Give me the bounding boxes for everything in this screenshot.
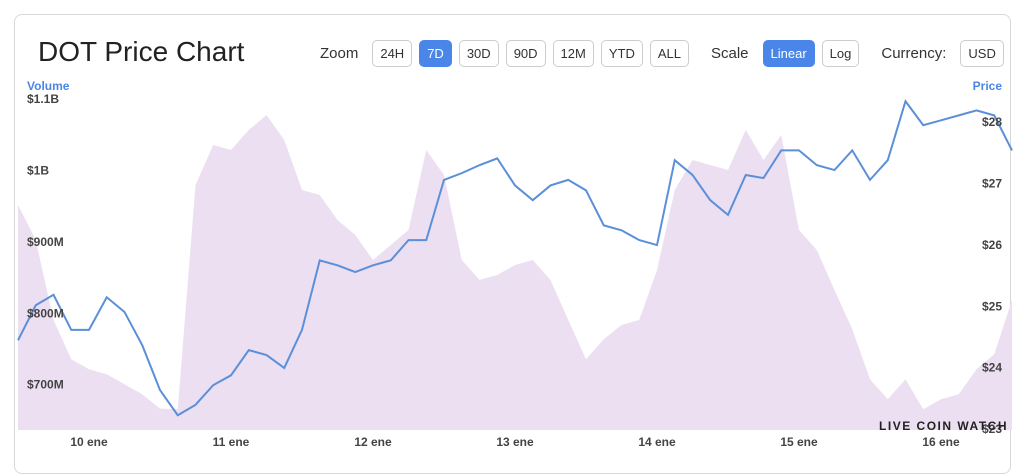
zoom-button[interactable]: 7D [419, 40, 452, 67]
zoom-button[interactable]: YTD [600, 40, 643, 67]
zoom-button[interactable]: 30D [458, 40, 499, 67]
zoom-button[interactable]: 12M [552, 40, 594, 67]
zoom-button[interactable]: ALL [649, 40, 689, 67]
chart-title: DOT Price Chart [38, 36, 245, 67]
y2-tick-label: $23 [982, 422, 1002, 436]
watermark: LIVE COIN WATCH [879, 419, 1008, 433]
zoom-button[interactable]: 24H [372, 40, 413, 67]
currency-label: Currency: [881, 45, 947, 62]
y2-tick-label: $28 [982, 115, 1002, 129]
price-line [17, 99, 1013, 417]
y2-axis-title: Price [973, 79, 1003, 93]
zoom-button[interactable]: 90D [505, 40, 546, 67]
zoom-label: Zoom [320, 45, 359, 62]
scale-button[interactable]: Linear [762, 40, 815, 67]
currency-options: USD [960, 40, 1004, 67]
y2-tick-label: $27 [982, 176, 1002, 190]
y-tick-label: $900M [27, 235, 64, 249]
x-tick-label: 16 ene [922, 435, 960, 449]
y2-tick-label: $25 [982, 299, 1002, 313]
x-tick-label: 12 ene [354, 435, 392, 449]
y-tick-label: $700M [27, 378, 64, 392]
controls: Zoom 24H 7D 30D 90D 12M YTD ALL Scale Linear Log Cu… [320, 40, 1024, 67]
y-tick-label: $800M [27, 306, 64, 320]
y-axis-title: Volume [27, 79, 70, 93]
x-tick-label: 11 ene [213, 435, 250, 449]
y2-tick-label: $26 [982, 238, 1002, 252]
x-tick-label: 15 ene [780, 435, 818, 449]
scale-button[interactable]: Log [821, 40, 860, 67]
scale-label: Scale [710, 45, 749, 62]
y2-tick-label: $24 [982, 361, 1002, 375]
x-tick-label: 13 ene [496, 435, 534, 449]
x-tick-label: 10 ene [70, 435, 108, 449]
x-tick-label: 14 ene [638, 435, 676, 449]
y-tick-label: $1B [27, 163, 49, 177]
volume-area [18, 115, 1012, 430]
y-tick-label: $1.1B [27, 92, 59, 106]
scale-options: Linear Log [762, 40, 860, 67]
currency-button[interactable]: USD [960, 40, 1004, 67]
zoom-options: 24H 7D 30D 90D 12M YTD ALL [372, 40, 689, 67]
